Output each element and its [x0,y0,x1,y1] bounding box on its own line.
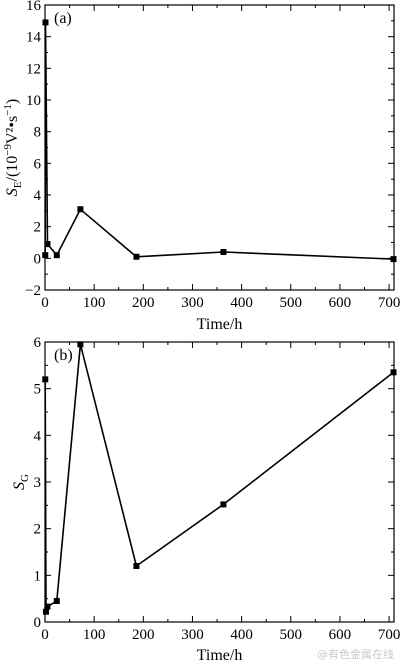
data-point [220,501,227,508]
data-point [77,206,84,213]
watermark-text: @有色金属在线 [317,647,394,661]
data-point [220,249,227,255]
y-tick-label: 5 [34,382,42,398]
x-axis-title: Time/h [197,316,243,333]
y-tick-label: 16 [26,0,42,14]
x-tick-label: 400 [230,627,253,643]
x-tick-label: 0 [41,295,49,311]
plot-frame [44,4,395,291]
x-tick-label: 100 [83,295,106,311]
y-tick-label: 6 [34,335,42,351]
y-axis-title: SE/(10−9V²•s−1) [2,99,24,196]
x-tick-label: 600 [329,295,352,311]
y-tick-label: 1 [34,568,42,584]
plot-frame [44,341,395,623]
data-point [42,252,49,259]
panel-label: (b) [54,347,73,364]
data-point [44,603,51,610]
data-point [44,241,51,248]
x-tick-label: 400 [230,295,253,311]
x-tick-label: 200 [132,295,155,311]
data-point [42,19,49,26]
y-tick-label: 4 [34,188,42,204]
panel-label: (a) [54,10,72,27]
data-point [133,563,140,569]
y-tick-label: 6 [34,156,42,172]
x-tick-label: 300 [181,295,204,311]
data-point [133,253,140,260]
y-axis-title: SG [11,474,31,490]
data-point [390,369,397,376]
y-tick-label: 0 [34,251,42,267]
y-tick-label: 8 [34,125,42,141]
x-tick-label: 500 [280,295,303,311]
data-point [390,256,397,263]
y-tick-label: 12 [26,61,41,77]
data-point [42,608,49,615]
data-point [53,252,60,259]
y-tick-label: 14 [26,30,42,46]
panel-a-chart: 0 100 200 300 400 500 600 700−20246810121416(a)… [2,0,400,333]
data-point [77,341,84,348]
x-tick-label: 700 [378,627,400,643]
series-line [44,21,394,260]
y-tick-label: 3 [34,475,42,491]
x-tick-label: 700 [378,295,400,311]
y-tick-label: 4 [34,428,42,444]
y-tick-label: 0 [34,615,42,631]
x-tick-label: 600 [329,627,352,643]
x-tick-label: 300 [181,627,204,643]
y-tick-label: −2 [25,283,41,299]
series-line [44,343,394,613]
x-tick-label: 500 [280,627,303,643]
x-tick-label: 0 [41,627,49,643]
x-tick-label: 200 [132,627,155,643]
y-tick-label: 2 [34,220,42,236]
panel-b-chart: 0 100 200 300 400 500 600 700 0 1 2 3 4 5 6 (b) Time/h SG [11,335,400,663]
data-point [53,598,60,604]
x-axis-title: Time/h [197,647,243,663]
y-tick-label: 10 [26,93,41,109]
y-tick-label: 2 [34,522,42,538]
x-tick-label: 100 [83,627,106,643]
data-point [42,376,49,383]
